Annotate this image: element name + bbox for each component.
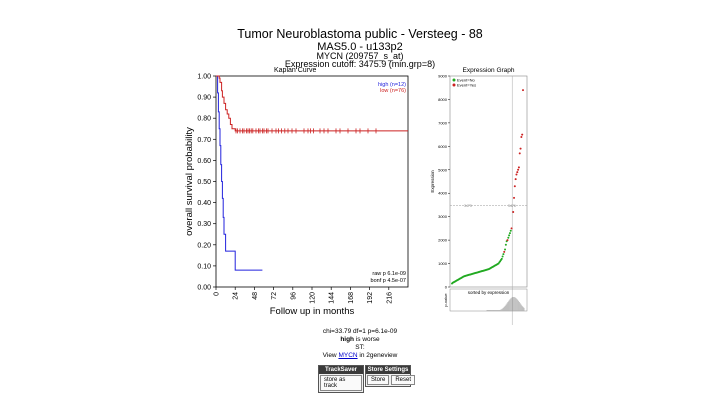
gene-link[interactable]: MYCN <box>338 352 358 359</box>
km-ytick-label: 0.50 <box>197 179 211 186</box>
stats-st: ST: <box>355 344 365 351</box>
expr-point-no <box>502 253 505 256</box>
expr-point-yes <box>519 147 522 150</box>
expr-point-yes <box>513 185 516 188</box>
km-ytick-label: 0.00 <box>197 285 211 292</box>
pvalue-panel <box>449 288 528 312</box>
km-xtick-label: 168 <box>348 292 355 304</box>
expr-point-no <box>508 232 511 235</box>
expr-point-no <box>508 234 511 237</box>
km-xtick-label: 96 <box>290 292 297 300</box>
reset-button[interactable]: Reset <box>391 375 416 385</box>
km-xtick-label: 72 <box>271 292 278 300</box>
km-ytick-label: 0.60 <box>197 158 211 165</box>
km-ytick-label: 0.10 <box>197 263 211 270</box>
expr-point-yes <box>517 168 520 171</box>
expr-point-yes <box>513 196 516 199</box>
km-raw-p: raw p 6.1e-09 <box>372 271 406 277</box>
expr-legend-yes: Event=Yes <box>457 83 476 88</box>
km-ytick-label: 0.20 <box>197 242 211 249</box>
km-xtick-label: 192 <box>367 292 374 304</box>
page-title: Tumor Neuroblastoma public - Versteeg - … <box>237 27 483 41</box>
expr-ytick-label: 9000 <box>438 74 448 79</box>
expr-point-yes <box>518 152 521 155</box>
expr-ytick-label: 2000 <box>438 238 448 243</box>
expr-ytick-label: 4000 <box>438 191 448 196</box>
expr-point-no <box>504 248 507 251</box>
view-post: in 2geneview <box>357 352 398 359</box>
expr-point-yes <box>506 239 509 242</box>
expr-ytick-label: 1000 <box>438 261 448 266</box>
expr-point-no <box>500 257 503 260</box>
expr-point-yes <box>503 250 506 253</box>
pvalue-panel-label: sorted by expression <box>468 290 510 295</box>
expr-point-yes <box>522 89 524 92</box>
expr-point-no <box>504 243 507 246</box>
km-legend-low: low (n=76) <box>380 88 406 94</box>
expr-point-yes <box>517 166 520 169</box>
expr-cutoff-label-right: 3476 <box>508 204 516 208</box>
store-settings-title: Store Settings <box>366 366 410 374</box>
km-ytick-label: 1.00 <box>197 74 211 81</box>
tracksaver-box: TrackSaver store as track <box>318 365 364 393</box>
km-xaxis-label: Follow up in months <box>270 306 355 317</box>
stats-view: View MYCN in 2geneview <box>0 352 720 360</box>
expr-point-yes <box>516 171 519 174</box>
expr-point-yes <box>521 133 524 136</box>
expr-point-no <box>507 236 510 239</box>
km-plot-frame <box>215 75 409 288</box>
expr-point-yes <box>520 135 523 138</box>
expr-point-yes <box>515 173 518 176</box>
expr-legend-yes-dot <box>452 83 456 87</box>
expr-point-no <box>501 255 504 258</box>
expr-ytick-label: 8000 <box>438 97 448 102</box>
gene-label: MYCN (209757_s_at) <box>316 51 404 61</box>
pvalue-axis-label: p-value <box>443 293 448 307</box>
km-ytick-label: 0.70 <box>197 137 211 144</box>
expr-ytick-label: 3000 <box>438 214 448 219</box>
km-low-curve <box>216 75 408 132</box>
worse-text: is worse <box>354 336 380 343</box>
stats-worse: high is worse <box>0 336 720 344</box>
store-settings-box: Store Settings Store Reset <box>365 365 416 387</box>
cutoff-label: Expression cutoff: 3475.9 (min.grp=8) <box>284 59 436 69</box>
expr-ytick-label: 6000 <box>438 144 448 149</box>
stats-chi: chi=33.79 df=1 p=6.1e-09 <box>322 328 398 335</box>
km-ytick-label: 0.80 <box>197 116 211 123</box>
km-legend-high: high (n=12) <box>378 82 406 88</box>
expr-point-no <box>509 229 512 232</box>
store-as-track-button[interactable]: store as track <box>320 375 362 391</box>
expr-plot-frame <box>449 75 528 288</box>
expr-point-yes <box>514 178 517 181</box>
km-xtick-label: 120 <box>310 292 317 304</box>
km-xtick-label: 48 <box>252 292 259 300</box>
km-high-curve <box>216 75 263 271</box>
expr-point-yes <box>512 210 515 213</box>
km-ytick-label: 0.30 <box>197 221 211 228</box>
expr-title: Expression Graph <box>462 67 514 74</box>
km-yaxis-label: overall survival probability <box>184 127 195 236</box>
expr-yaxis-label: Expression <box>430 170 435 193</box>
expr-cutoff-label: 3475 <box>464 204 472 208</box>
km-title: Kaplan Curve <box>274 67 317 74</box>
store-button[interactable]: Store <box>367 375 390 385</box>
view-pre: View <box>322 352 339 359</box>
km-xtick-label: 24 <box>233 292 240 300</box>
expr-ytick-label: 7000 <box>438 120 448 125</box>
expr-legend-no: Event=No <box>457 78 475 83</box>
km-xtick-label: 144 <box>329 292 336 304</box>
expr-ytick-label: 0 <box>445 285 448 290</box>
km-bonf-p: bonf p 4.5e-07 <box>371 278 406 284</box>
km-ytick-label: 0.40 <box>197 200 211 207</box>
km-ytick-label: 0.90 <box>197 95 211 102</box>
worse-group: high <box>340 336 355 343</box>
km-xtick-label: 216 <box>386 292 393 304</box>
expr-legend-no-dot <box>452 78 456 82</box>
tracksaver-title: TrackSaver <box>319 366 363 374</box>
expr-point-yes <box>510 227 513 230</box>
expr-ytick-label: 5000 <box>438 167 448 172</box>
dataset-subtitle: MAS5.0 - u133p2 <box>317 41 403 53</box>
km-xtick-label: 0 <box>214 292 221 296</box>
